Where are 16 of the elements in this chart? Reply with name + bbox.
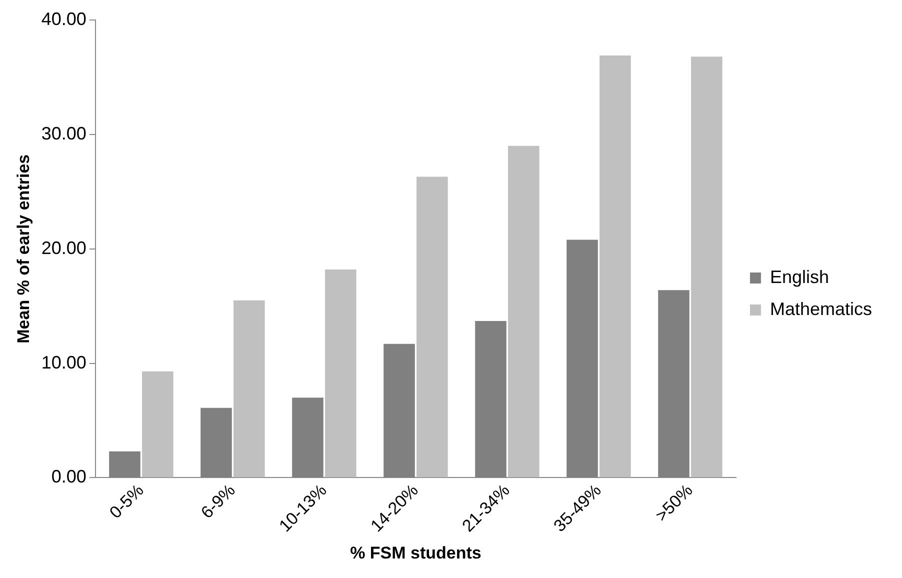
bar	[691, 56, 722, 478]
y-axis-title: Mean % of early entries	[14, 154, 33, 344]
y-tick-label: 30.00	[41, 123, 86, 144]
y-tick-label: 10.00	[41, 352, 86, 372]
bar	[508, 146, 540, 478]
y-tick-label: 40.00	[41, 8, 86, 29]
y-tick-label: 20.00	[41, 238, 86, 258]
legend-label: English	[770, 266, 830, 287]
bar	[416, 176, 448, 478]
x-axis-title: % FSM students	[350, 543, 482, 562]
bar	[600, 55, 631, 478]
legend-label: Mathematics	[770, 298, 872, 319]
y-tick-label: 0.00	[51, 466, 86, 487]
bar	[142, 371, 174, 478]
bar	[234, 300, 265, 478]
bar	[325, 269, 356, 478]
